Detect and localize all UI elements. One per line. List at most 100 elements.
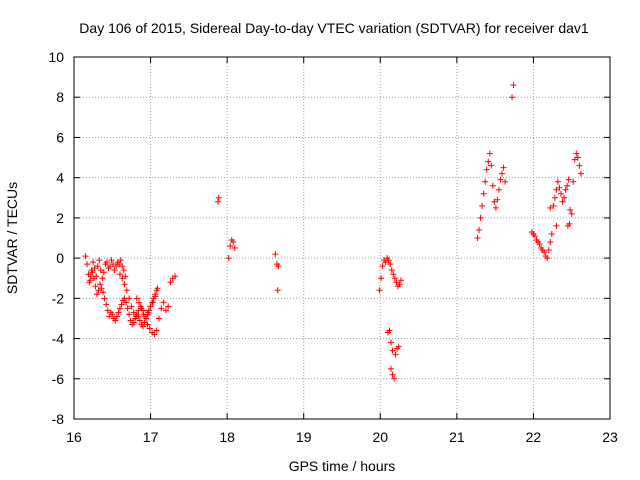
data-point xyxy=(153,327,160,334)
x-tick-label: 16 xyxy=(66,429,82,445)
data-point xyxy=(117,257,124,264)
data-point xyxy=(128,303,135,310)
data-point xyxy=(482,178,489,185)
data-point xyxy=(536,241,543,248)
data-point xyxy=(106,313,113,320)
data-point xyxy=(376,287,383,294)
data-point xyxy=(115,309,122,316)
data-point xyxy=(119,263,126,270)
data-point xyxy=(124,305,131,312)
data-point xyxy=(123,299,130,306)
data-point xyxy=(142,315,149,322)
data-point xyxy=(392,351,399,358)
y-axis-label: SDTVAR / TECUs xyxy=(4,182,20,294)
data-point xyxy=(489,182,496,189)
data-point xyxy=(397,277,404,284)
data-point xyxy=(502,178,509,185)
data-point xyxy=(500,164,507,171)
data-point xyxy=(93,291,100,298)
data-point xyxy=(97,281,104,288)
data-point xyxy=(573,150,580,157)
data-point xyxy=(477,214,484,221)
data-point xyxy=(531,232,538,239)
data-point xyxy=(495,186,502,193)
data-point xyxy=(548,230,555,237)
y-tick-label: -4 xyxy=(52,331,65,347)
data-point xyxy=(391,375,398,382)
data-point xyxy=(100,289,107,296)
data-point xyxy=(214,198,221,205)
data-point xyxy=(494,196,501,203)
data-point xyxy=(106,263,113,270)
data-point xyxy=(225,255,232,262)
data-point xyxy=(116,261,123,268)
data-point xyxy=(127,317,134,324)
data-point xyxy=(121,281,128,288)
data-point xyxy=(476,226,483,233)
data-point xyxy=(499,170,506,177)
x-tick-label: 17 xyxy=(143,429,159,445)
data-point xyxy=(550,202,557,209)
data-point xyxy=(90,275,97,282)
data-point xyxy=(84,261,91,268)
data-point xyxy=(576,162,583,169)
data-point xyxy=(108,257,115,264)
data-point xyxy=(553,222,560,229)
data-point xyxy=(544,255,551,262)
data-point xyxy=(388,267,395,274)
data-point xyxy=(545,247,552,254)
data-point xyxy=(272,251,279,258)
data-point xyxy=(378,275,385,282)
data-point xyxy=(274,287,281,294)
data-point xyxy=(162,307,169,314)
data-point xyxy=(113,263,120,270)
data-point xyxy=(479,202,486,209)
y-tick-labels: -8 -6 -4 -2 0 2 4 6 8 10 xyxy=(48,49,64,427)
data-point xyxy=(483,166,490,173)
x-tick-labels: 16 17 18 19 20 21 22 23 xyxy=(66,429,618,445)
y-tick-label: -8 xyxy=(52,411,65,427)
data-point xyxy=(111,267,118,274)
data-point xyxy=(138,305,145,312)
data-point xyxy=(388,339,395,346)
data-point xyxy=(92,283,99,290)
data-point xyxy=(98,285,105,292)
data-point xyxy=(109,311,116,318)
data-point xyxy=(91,265,98,272)
data-point xyxy=(145,309,152,316)
data-point xyxy=(100,269,107,276)
data-point xyxy=(577,170,584,177)
x-tick-label: 20 xyxy=(372,429,388,445)
data-point xyxy=(130,319,137,326)
axis-ticks xyxy=(73,56,611,420)
data-point xyxy=(557,190,564,197)
data-point xyxy=(116,305,123,312)
data-point xyxy=(474,235,481,241)
data-point xyxy=(393,279,400,286)
data-point xyxy=(118,301,125,308)
data-point xyxy=(144,321,151,328)
data-point xyxy=(133,295,140,302)
data-point xyxy=(147,303,154,310)
data-point xyxy=(110,261,117,268)
data-point xyxy=(551,194,558,201)
data-point xyxy=(485,158,492,165)
y-tick-label: -6 xyxy=(52,371,65,387)
data-point xyxy=(90,259,97,266)
data-point xyxy=(130,309,137,316)
data-point xyxy=(379,263,386,270)
data-point xyxy=(562,186,569,193)
data-point xyxy=(508,94,515,101)
chart-title: Day 106 of 2015, Sidereal Day-to-day VTE… xyxy=(79,20,589,36)
data-point xyxy=(561,194,568,201)
x-tick-label: 18 xyxy=(219,429,235,445)
data-point xyxy=(230,239,237,246)
data-point xyxy=(480,190,487,197)
data-point xyxy=(119,275,126,282)
data-point xyxy=(149,299,156,306)
data-point xyxy=(491,198,498,205)
y-tick-label: 4 xyxy=(56,170,64,186)
data-point xyxy=(146,325,153,332)
data-point xyxy=(112,317,119,324)
